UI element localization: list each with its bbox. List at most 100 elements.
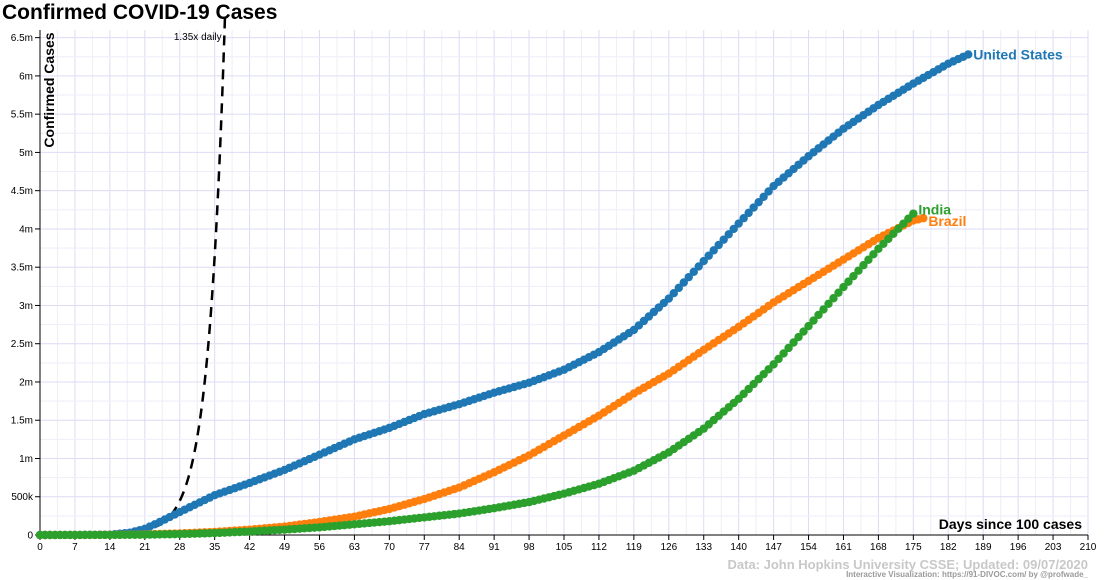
data-point [699, 256, 708, 266]
x-axis-title: Days since 100 cases [939, 516, 1082, 532]
data-point [714, 240, 723, 250]
x-tick-label: 49 [279, 542, 291, 553]
data-point [739, 214, 748, 223]
x-tick-label: 154 [800, 542, 817, 553]
data-point [724, 230, 733, 239]
x-tick-label: 0 [37, 542, 43, 553]
series-united-states: United States [35, 46, 1063, 540]
data-point [784, 343, 793, 353]
x-tick-label: 126 [660, 542, 677, 553]
y-tick-label: 6.5m [11, 33, 33, 44]
y-tick-label: 0 [27, 531, 33, 542]
x-tick-label: 182 [940, 542, 957, 553]
x-tick-label: 105 [556, 542, 573, 553]
x-tick-label: 84 [454, 542, 466, 553]
data-point [854, 266, 863, 275]
y-tick-label: 3.5m [11, 263, 33, 274]
x-tick-label: 70 [384, 542, 396, 553]
data-point [689, 267, 698, 276]
data-point [829, 294, 838, 303]
data-point [824, 299, 833, 309]
x-tick-label: 119 [626, 542, 642, 553]
y-tick-label: 500k [11, 492, 34, 503]
series-end-label: United States [973, 46, 1063, 62]
data-point [799, 327, 808, 336]
y-tick-label: 2m [19, 377, 33, 388]
data-point [694, 262, 703, 271]
data-point [834, 288, 843, 297]
x-tick-label: 63 [349, 542, 361, 553]
data-point [814, 310, 823, 320]
x-tick-label: 28 [174, 542, 186, 553]
series-brazil: Brazil [35, 213, 966, 540]
series-end-label: India [918, 202, 951, 218]
x-tick-label: 91 [489, 542, 501, 553]
x-tick-label: 133 [695, 542, 712, 553]
x-tick-label: 14 [104, 542, 116, 553]
y-tick-label: 5.5m [11, 110, 33, 121]
x-tick-label: 42 [244, 542, 256, 553]
data-point [679, 278, 688, 287]
data-point [964, 50, 973, 59]
x-tick-label: 168 [870, 542, 887, 553]
y-tick-label: 1.5m [11, 416, 33, 427]
data-point [744, 208, 753, 218]
data-point [804, 321, 813, 331]
data-point [729, 224, 738, 234]
data-point [849, 271, 858, 281]
data-point [759, 192, 768, 201]
data-point [674, 283, 683, 293]
x-tick-label: 21 [139, 542, 151, 553]
data-point [794, 332, 803, 342]
x-tick-label: 77 [419, 542, 431, 553]
data-point [769, 360, 778, 369]
series-india: India [35, 202, 951, 540]
data-point [664, 294, 673, 303]
data-point [919, 214, 928, 223]
data-point [734, 219, 743, 228]
x-tick-label: 56 [314, 542, 326, 553]
data-point [864, 255, 873, 264]
x-tick-label: 147 [765, 542, 782, 553]
x-tick-label: 140 [730, 542, 747, 553]
data-point [754, 197, 763, 207]
data-point [844, 277, 853, 286]
chart-title: Confirmed COVID-19 Cases [2, 1, 278, 24]
y-tick-label: 5m [19, 148, 33, 159]
x-tick-label: 189 [975, 542, 992, 553]
x-tick-label: 98 [524, 542, 536, 553]
data-point [909, 209, 918, 218]
y-tick-label: 2.5m [11, 339, 33, 350]
x-tick-label: 196 [1010, 542, 1027, 553]
x-tick-label: 210 [1080, 542, 1097, 553]
data-point [704, 251, 713, 260]
data-source-credit: Data: John Hopkins University CSSE; Upda… [727, 557, 1089, 572]
reference-line-label: 1.35x daily [174, 32, 222, 43]
data-point [819, 305, 828, 314]
data-point [789, 338, 798, 347]
data-point [779, 349, 788, 358]
y-tick-label: 4m [19, 224, 33, 235]
y-tick-label: 4.5m [11, 186, 33, 197]
x-tick-label: 161 [835, 542, 852, 553]
data-point [869, 250, 878, 259]
data-point [859, 261, 868, 270]
y-tick-label: 1m [19, 454, 33, 465]
visualization-credit: Interactive Visualization: https://91-DI… [846, 570, 1088, 579]
x-tick-label: 35 [209, 542, 221, 553]
data-point [749, 203, 758, 212]
data-point [684, 272, 693, 282]
data-point [839, 282, 848, 292]
series-end-label: Brazil [928, 213, 966, 229]
data-point [774, 354, 783, 364]
data-point [764, 187, 773, 196]
y-tick-label: 6m [19, 71, 33, 82]
y-tick-label: 3m [19, 301, 33, 312]
data-point [669, 289, 678, 298]
data-point [719, 235, 728, 244]
x-tick-label: 112 [591, 542, 607, 553]
x-tick-label: 7 [72, 542, 78, 553]
data-point [709, 246, 718, 255]
y-axis-title: Confirmed Cases [41, 32, 57, 147]
